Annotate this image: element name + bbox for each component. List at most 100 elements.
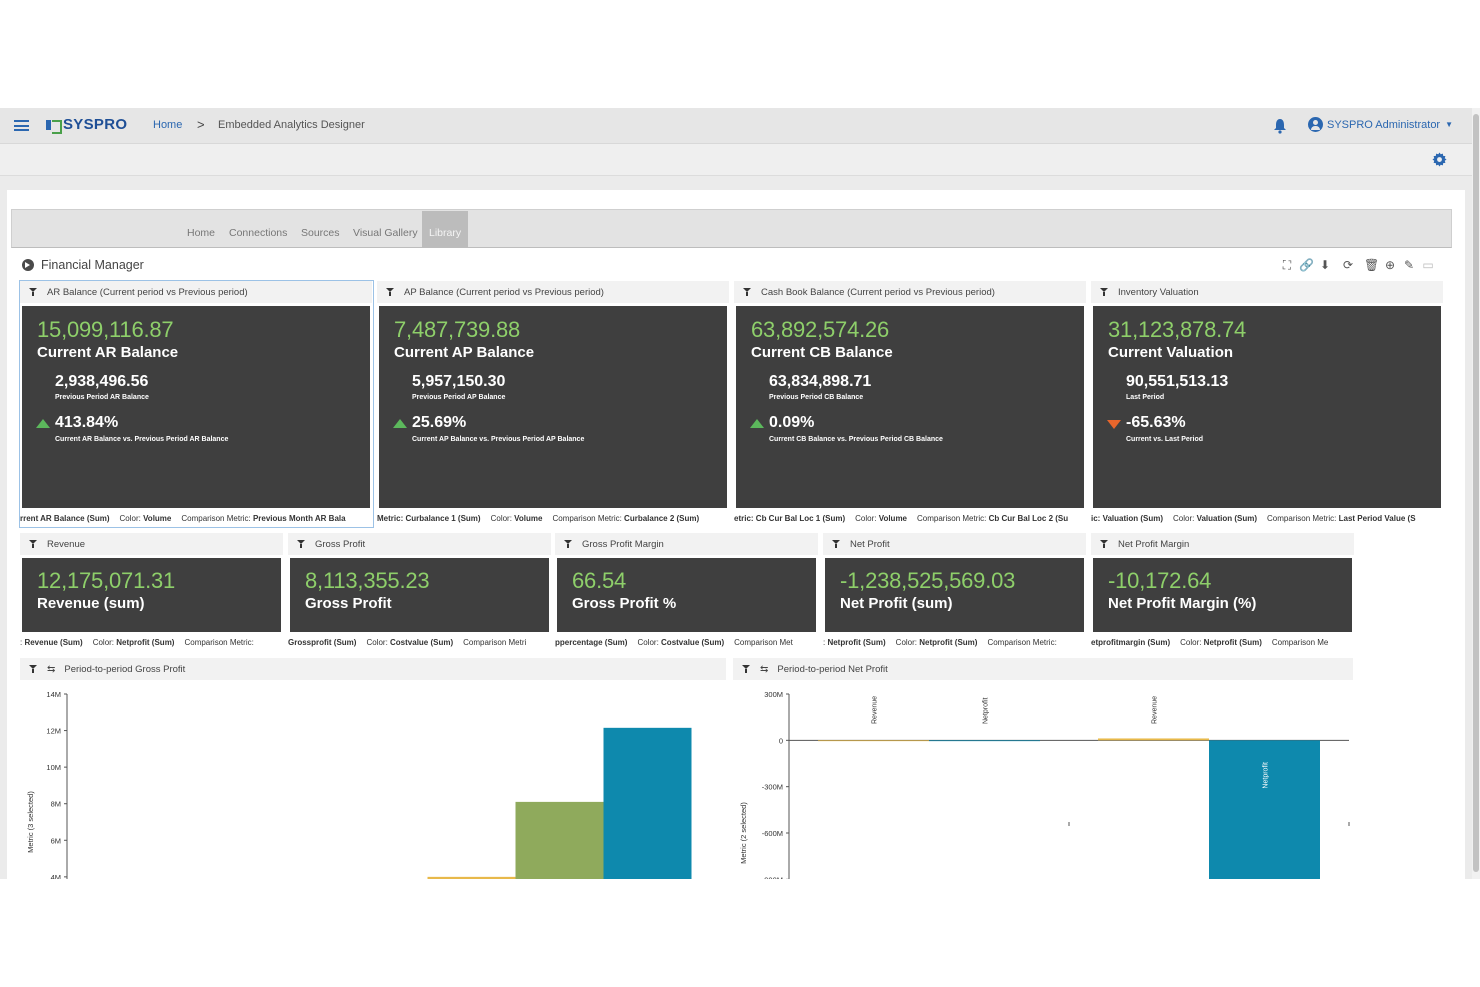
widget-footer: rrent AR Balance (Sum) Color: Volume Compa…	[20, 512, 372, 526]
y-tick-label: 10M	[46, 763, 61, 772]
widget-header: ⇆ Period-to-period Gross Profit	[20, 658, 726, 680]
widget-title: Period-to-period Gross Profit	[64, 663, 186, 675]
y-tick-label: 14M	[46, 690, 61, 699]
syspro-logo[interactable]: SYSPRO	[46, 116, 127, 134]
scrollbar-thumb[interactable]	[1473, 114, 1479, 872]
kpi-widget[interactable]: Gross Profit 8,113,355.23 Gross Profit G…	[288, 533, 551, 653]
footer-field: Comparison Met	[734, 638, 793, 647]
kpi-previous-value: 5,957,150.30	[412, 373, 506, 390]
footer-field-label: Color:	[119, 514, 144, 523]
kpi-panel: 12,175,071.31 Revenue (sum)	[22, 558, 281, 632]
footer-field: Color: Netprofit (Sum)	[1180, 638, 1262, 647]
footer-field-label: Comparison Metric:	[552, 514, 625, 523]
user-menu[interactable]: SYSPRO Administrator ▼	[1308, 117, 1453, 132]
filter-icon[interactable]	[742, 665, 750, 673]
swap-icon[interactable]: ⇆	[47, 663, 56, 675]
kpi-widget[interactable]: Gross Profit Margin 66.54 Gross Profit %…	[555, 533, 818, 653]
footer-field-value: Volume	[514, 514, 543, 523]
tab-library[interactable]: Library	[422, 211, 469, 248]
footer-field: ic: Valuation (Sum)	[1091, 514, 1163, 523]
kpi-value: 12,175,071.31	[37, 568, 176, 593]
footer-field: Comparison Metric:	[184, 638, 253, 647]
kpi-previous-label: Last Period	[1126, 394, 1165, 401]
kpi-change-percent: 413.84%	[55, 414, 119, 431]
hierarchy-icon[interactable]: ⛶	[1282, 258, 1292, 272]
collapse-toggle-icon[interactable]	[22, 259, 34, 271]
add-icon[interactable]: ⊕	[1384, 258, 1396, 272]
kpi-widget[interactable]: AR Balance (Current period vs Previous p…	[20, 281, 372, 529]
sub-toolbar	[0, 144, 1472, 176]
filter-icon[interactable]	[1100, 540, 1108, 548]
widget-title: AP Balance (Current period vs Previous p…	[404, 286, 604, 298]
footer-field-value: Curbalance 2 (Sum)	[624, 514, 700, 523]
gear-icon[interactable]	[1432, 152, 1447, 167]
user-name: SYSPRO Administrator	[1327, 118, 1441, 131]
widget-header: Revenue	[20, 533, 283, 555]
kpi-widget[interactable]: Cash Book Balance (Current period vs Pre…	[734, 281, 1086, 529]
page-scrollbar[interactable]	[1472, 108, 1480, 879]
notification-bell-icon[interactable]	[1273, 118, 1287, 134]
download-icon[interactable]: ⬇	[1319, 258, 1331, 272]
save-as-icon[interactable]: ✎	[1403, 258, 1415, 272]
footer-field-label: Comparison Metric:	[987, 638, 1057, 647]
y-tick-label: 8M	[51, 800, 61, 809]
widget-title: Net Profit	[850, 538, 890, 550]
save-icon[interactable]: ▭	[1422, 258, 1434, 272]
kpi-previous-label: Previous Period AP Balance	[412, 394, 506, 401]
kpi-label: Net Profit (sum)	[840, 595, 953, 612]
widget-footer: : Revenue (Sum) Color: Netprofit (Sum) Com…	[20, 636, 283, 650]
footer-field-label: Color:	[490, 514, 515, 523]
filter-icon[interactable]	[1100, 288, 1108, 296]
kpi-label: Net Profit Margin (%)	[1108, 595, 1257, 612]
footer-field: Comparison Metric: Previous Month AR Bal…	[181, 514, 345, 523]
widget-header: Gross Profit	[288, 533, 551, 555]
filter-icon[interactable]	[386, 288, 394, 296]
refresh-icon[interactable]: ⟳	[1342, 258, 1354, 272]
filter-icon[interactable]	[29, 540, 37, 548]
kpi-widget[interactable]: Inventory Valuation 31,123,878.74 Curren…	[1091, 281, 1443, 529]
bar	[818, 740, 929, 742]
widget-title: Net Profit Margin	[1118, 538, 1190, 550]
filter-icon[interactable]	[29, 288, 37, 296]
widget-header: Gross Profit Margin	[555, 533, 818, 555]
delete-icon[interactable]: 🗑	[1364, 258, 1380, 272]
kpi-value: 8,113,355.23	[305, 568, 430, 593]
footer-field: Color: Netprofit (Sum)	[896, 638, 978, 647]
swap-icon[interactable]: ⇆	[760, 663, 769, 675]
footer-field: Grossprofit (Sum)	[288, 638, 356, 647]
filter-icon[interactable]	[564, 540, 572, 548]
kpi-widget[interactable]: Net Profit -1,238,525,569.03 Net Profit …	[823, 533, 1086, 653]
kpi-value: 7,487,739.88	[394, 317, 521, 342]
bar-series-label: Netprofit	[983, 697, 990, 724]
filter-icon[interactable]	[832, 540, 840, 548]
app-window: SYSPRO Home > Embedded Analytics Designe…	[0, 108, 1472, 879]
footer-field-value: Grossprofit (Sum)	[288, 638, 357, 647]
footer-field-label: Color:	[895, 638, 920, 647]
tab-connections[interactable]: Connections	[229, 227, 288, 239]
bar	[603, 727, 692, 879]
filter-icon[interactable]	[297, 540, 305, 548]
kpi-widget[interactable]: Revenue 12,175,071.31 Revenue (sum) : Re…	[20, 533, 283, 653]
bar	[1209, 740, 1320, 879]
breadcrumb-home[interactable]: Home	[153, 119, 183, 131]
gross-profit-bar-chart: 02M4M6M8M10M12M14MMetric (3 selected)Cos…	[26, 690, 692, 879]
footer-field-value: Valuation (Sum)	[1196, 514, 1258, 523]
filter-icon[interactable]	[29, 665, 37, 673]
tab-home[interactable]: Home	[187, 227, 216, 239]
kpi-change-percent: -65.63%	[1126, 414, 1186, 431]
footer-field-label: Color:	[1173, 514, 1197, 523]
filter-icon[interactable]	[743, 288, 751, 296]
footer-field: Color: Costvalue (Sum)	[637, 638, 724, 647]
footer-field: Color: Volume	[120, 514, 172, 523]
trend-up-icon	[750, 419, 764, 428]
kpi-panel: 7,487,739.88 Current AP Balance 5,957,15…	[379, 306, 727, 508]
menu-icon[interactable]	[14, 120, 29, 131]
link-icon[interactable]: 🔗	[1299, 258, 1314, 272]
footer-field-value: Last Period Value (S	[1338, 514, 1416, 523]
kpi-widget[interactable]: AP Balance (Current period vs Previous p…	[377, 281, 729, 529]
logo-mark-icon	[46, 118, 62, 134]
tab-sources[interactable]: Sources	[301, 227, 340, 239]
kpi-previous-value: 2,938,496.56	[55, 373, 149, 390]
tab-visual-gallery[interactable]: Visual Gallery	[353, 227, 418, 239]
kpi-widget[interactable]: Net Profit Margin -10,172.64 Net Profit …	[1091, 533, 1354, 653]
